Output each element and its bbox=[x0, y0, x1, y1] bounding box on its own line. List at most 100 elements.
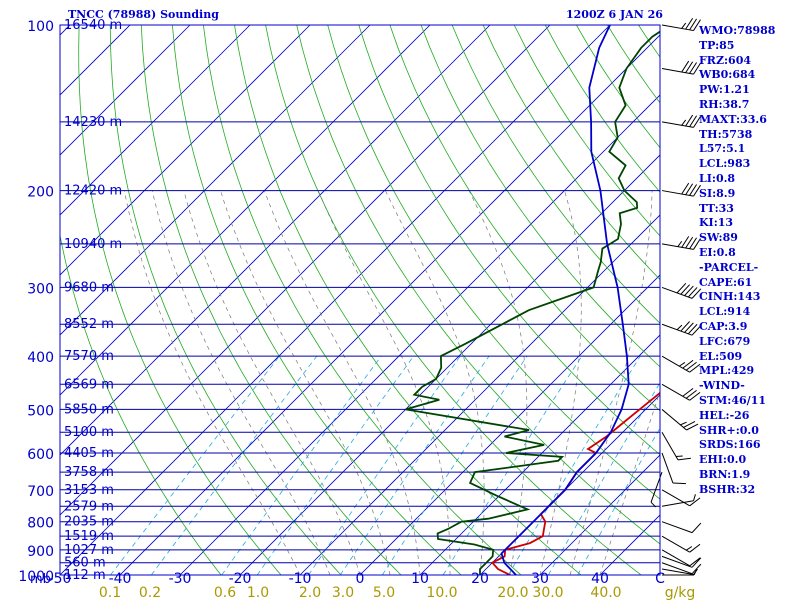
wind-barb-flag bbox=[687, 323, 698, 335]
mixing-ratio-label: 10.0 bbox=[426, 585, 457, 600]
wind-barb-staff bbox=[661, 555, 693, 568]
dry-adiabat-line bbox=[420, 25, 660, 368]
wind-barb bbox=[661, 555, 702, 568]
height-label: 1519 m bbox=[64, 529, 114, 544]
wind-barb-flag bbox=[693, 116, 701, 128]
wind-barb-flag bbox=[689, 391, 701, 401]
isotherm-line bbox=[60, 25, 551, 516]
isotherm-line bbox=[60, 25, 251, 216]
mixing-ratio-label: 0.6 bbox=[214, 585, 236, 600]
dry-adiabat-line bbox=[482, 25, 660, 281]
wind-barb-staff bbox=[661, 190, 694, 197]
wind-barb-flag bbox=[672, 482, 686, 485]
wind-barb-flag bbox=[691, 563, 702, 575]
wind-barb-flag bbox=[682, 387, 694, 397]
wind-barb-flag bbox=[689, 62, 698, 74]
mixing-ratio-label: 1.0 bbox=[247, 585, 269, 600]
panel-line: LCL:914 bbox=[699, 305, 751, 319]
panel-line: LCL:983 bbox=[699, 157, 751, 171]
wind-barb-flag bbox=[684, 322, 694, 333]
wind-barb bbox=[661, 521, 702, 534]
wind-barb-half bbox=[650, 501, 657, 508]
wind-barb bbox=[661, 452, 686, 485]
wind-barb-flag bbox=[680, 321, 690, 332]
panel-line: EHI:0.0 bbox=[699, 453, 747, 467]
panel-line: -WIND- bbox=[699, 379, 745, 393]
panel-line: LI:0.8 bbox=[699, 171, 736, 185]
wind-barb bbox=[661, 383, 701, 401]
panel-line: LFC:679 bbox=[699, 334, 751, 348]
panel-line: SI:8.9 bbox=[699, 186, 736, 200]
height-label: 5850 m bbox=[64, 402, 114, 417]
height-label: 10940 m bbox=[64, 237, 122, 252]
wind-barb-half bbox=[693, 494, 696, 501]
panel-line: TP:85 bbox=[699, 38, 735, 52]
isotherm-line bbox=[60, 25, 191, 156]
panel-line: SHR+:0.0 bbox=[699, 423, 759, 437]
temperature-tick-label: 10 bbox=[411, 571, 429, 587]
height-label: 2035 m bbox=[64, 515, 114, 530]
wind-barb-staff bbox=[661, 549, 690, 567]
panel-line: HEL:-26 bbox=[699, 408, 750, 422]
pressure-tick-label: 500 bbox=[27, 403, 54, 419]
panel-line: MAXT:33.6 bbox=[699, 112, 767, 126]
height-label: 560 m bbox=[64, 556, 106, 571]
wind-barb bbox=[661, 282, 702, 299]
wind-barb bbox=[661, 535, 701, 553]
wind-barb-flag bbox=[685, 183, 694, 196]
wind-barb bbox=[661, 182, 701, 197]
wind-barb-flag bbox=[686, 423, 699, 431]
pressure-tick-label: 700 bbox=[27, 484, 54, 500]
panel-line: L57:5.1 bbox=[699, 142, 746, 156]
wind-barb bbox=[661, 489, 701, 507]
wind-barb bbox=[661, 562, 702, 575]
panel-line: EL:509 bbox=[699, 349, 743, 363]
wind-barb-half bbox=[675, 455, 683, 457]
dry-adiabat-line bbox=[78, 25, 282, 575]
pressure-tick-label: 800 bbox=[27, 516, 54, 532]
dry-adiabat-line bbox=[265, 25, 642, 575]
isotherm-line bbox=[419, 334, 660, 575]
isotherm-line bbox=[479, 394, 660, 575]
wind-barb-flag bbox=[689, 363, 701, 373]
wind-barb-staff bbox=[661, 243, 694, 250]
pressure-tick-label: 100 bbox=[27, 19, 54, 35]
stability-index-panel: WMO:78988 TP:85 FRZ:604 WB0:684 PW:1.21 RH:38… bbox=[699, 24, 799, 498]
dry-adiabat-line bbox=[109, 25, 342, 575]
wind-barb bbox=[661, 236, 701, 250]
temperature-tick-label: -10 bbox=[289, 571, 312, 587]
wind-barb-flag bbox=[680, 284, 690, 295]
wind-barb-flag bbox=[689, 184, 698, 196]
isotherm-line bbox=[60, 25, 431, 396]
wind-barb-flag bbox=[681, 60, 690, 73]
moist-adiabat-line bbox=[569, 190, 653, 575]
wind-barb-flag bbox=[677, 457, 691, 461]
isotherm-line bbox=[60, 25, 491, 456]
panel-line: RH:38.7 bbox=[699, 97, 750, 111]
mixing-ratio-label: 2.0 bbox=[299, 585, 321, 600]
panel-line: KI:13 bbox=[699, 216, 734, 230]
temperature-tick-label: -40 bbox=[109, 571, 132, 587]
dry-adiabat-line bbox=[451, 25, 660, 324]
wind-barb-flag bbox=[689, 543, 701, 553]
wind-barb bbox=[661, 568, 698, 576]
wind-barb-half bbox=[685, 546, 693, 551]
sounding-series bbox=[405, 25, 660, 575]
wind-barb bbox=[661, 549, 701, 567]
mixing-ratio-label: 40.0 bbox=[590, 585, 621, 600]
wind-barb-half bbox=[679, 362, 686, 367]
dry-adiabat-line bbox=[203, 25, 522, 575]
isotherm-line bbox=[539, 454, 660, 575]
panel-line: -PARCEL- bbox=[699, 260, 759, 274]
height-label: 14230 m bbox=[64, 115, 122, 130]
height-label: 112 m bbox=[64, 568, 106, 583]
temperature-tick-label: 0 bbox=[356, 571, 365, 587]
plot-frame bbox=[59, 24, 661, 576]
wind-barb-flag bbox=[689, 557, 701, 567]
moist-adiabat-line bbox=[264, 190, 421, 575]
mixing-ratio-label: 0.2 bbox=[139, 585, 161, 600]
isotherm-line bbox=[179, 94, 660, 575]
panel-line: CAP:3.9 bbox=[699, 319, 748, 333]
mixing-ratio-label: 30.0 bbox=[532, 585, 563, 600]
dry-adiabat-line bbox=[60, 233, 222, 575]
